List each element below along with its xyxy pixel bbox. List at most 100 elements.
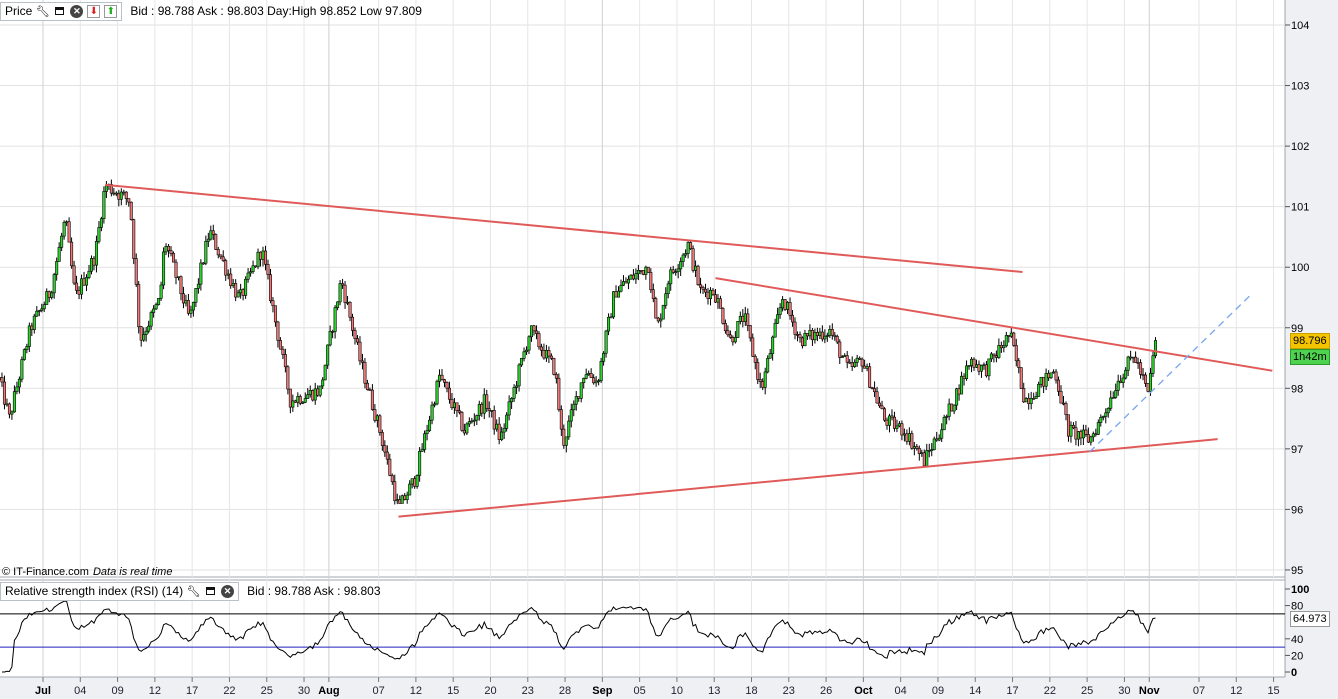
- close-icon[interactable]: ✕: [221, 584, 235, 598]
- candle-body: [597, 380, 601, 382]
- candle: [813, 328, 817, 344]
- candle-body: [520, 358, 524, 366]
- candle: [440, 369, 444, 381]
- candle-body: [741, 315, 745, 322]
- candle: [1044, 368, 1048, 391]
- candle: [355, 335, 359, 345]
- candle: [82, 271, 86, 286]
- trendline-lower-support: [398, 438, 1218, 518]
- candle-body: [522, 351, 526, 359]
- wrench-icon[interactable]: 🔧︎: [186, 585, 201, 598]
- candle: [537, 331, 541, 350]
- candle-body: [942, 417, 946, 431]
- candle: [475, 414, 479, 426]
- y-tick-label: 96: [1291, 504, 1303, 516]
- candle: [994, 350, 998, 363]
- candle-body: [559, 409, 563, 430]
- candle-body: [67, 221, 71, 243]
- candle: [624, 277, 628, 284]
- candle-body: [1126, 356, 1130, 371]
- candle: [699, 277, 703, 294]
- candle: [328, 325, 332, 347]
- candle-body: [172, 253, 176, 263]
- candle-body: [883, 408, 887, 421]
- candle: [348, 301, 352, 322]
- candle: [157, 298, 161, 306]
- candle: [840, 355, 844, 358]
- candle-body: [915, 446, 919, 449]
- y-tick-label: 98: [1291, 383, 1303, 395]
- candle-body: [467, 421, 471, 425]
- candle: [147, 320, 151, 334]
- close-icon[interactable]: ✕: [70, 4, 84, 18]
- candle: [534, 325, 538, 340]
- candle-body: [251, 265, 255, 272]
- candle-body: [144, 330, 148, 335]
- candle: [592, 374, 596, 385]
- candle: [1101, 415, 1105, 421]
- candle-body: [60, 235, 64, 248]
- candle: [251, 260, 255, 274]
- candle-body: [549, 355, 553, 359]
- candle: [527, 335, 531, 354]
- candle-body: [368, 389, 372, 391]
- candle: [631, 269, 635, 281]
- window-icon[interactable]: [204, 585, 217, 598]
- candle-body: [751, 337, 755, 357]
- candle-body: [149, 312, 153, 327]
- price-panel-header: Price 🔧︎ ✕ ⬇ ⬆ Bid : 98.788 Ask : 98.803…: [0, 1, 422, 21]
- candle: [902, 428, 906, 442]
- candle: [179, 275, 183, 301]
- candle-body: [845, 355, 849, 363]
- candle: [139, 326, 143, 347]
- candle: [510, 397, 514, 409]
- candle-body: [420, 449, 424, 452]
- candle-body: [873, 388, 877, 393]
- candle: [62, 220, 66, 240]
- candle-body: [945, 416, 949, 418]
- candle: [1057, 376, 1061, 396]
- candle: [972, 357, 976, 371]
- candle-body: [1149, 373, 1153, 392]
- candle-body: [147, 325, 151, 332]
- candle-body: [1064, 403, 1068, 416]
- candle: [244, 276, 248, 299]
- candle-body: [753, 356, 757, 363]
- candle: [838, 339, 842, 364]
- rsi-y-tick-label: 80: [1291, 601, 1303, 613]
- copyright: © IT-Finance.com: [2, 566, 89, 578]
- candle-body: [612, 291, 616, 318]
- candle-body: [204, 241, 208, 264]
- candle-body: [1059, 391, 1063, 404]
- candle-body: [955, 388, 959, 406]
- candle: [224, 258, 228, 281]
- candle-body: [900, 423, 904, 436]
- candle: [825, 332, 829, 342]
- candle-body: [761, 381, 765, 388]
- candle-body: [512, 387, 516, 399]
- candle-body: [35, 310, 39, 317]
- window-icon[interactable]: [53, 5, 66, 18]
- move-down-icon[interactable]: ⬇: [87, 4, 101, 18]
- candle: [843, 353, 847, 357]
- candle-body: [609, 316, 613, 319]
- candle: [1012, 331, 1016, 347]
- candle: [805, 333, 809, 340]
- wrench-icon[interactable]: 🔧︎: [35, 5, 50, 18]
- candle-body: [390, 475, 394, 482]
- candle-body: [890, 415, 894, 418]
- candle-body: [621, 281, 625, 286]
- candle: [405, 491, 409, 504]
- candle-body: [201, 262, 205, 265]
- candle-body: [137, 284, 141, 328]
- x-tick-label: 25: [261, 685, 273, 697]
- y-tick-label: 95: [1291, 565, 1303, 577]
- candle: [283, 348, 287, 373]
- candle-body: [607, 316, 611, 332]
- move-up-icon[interactable]: ⬆: [104, 4, 118, 18]
- candle-body: [602, 352, 606, 362]
- candle-body: [1141, 374, 1145, 376]
- candle: [542, 343, 546, 360]
- candle: [176, 276, 180, 281]
